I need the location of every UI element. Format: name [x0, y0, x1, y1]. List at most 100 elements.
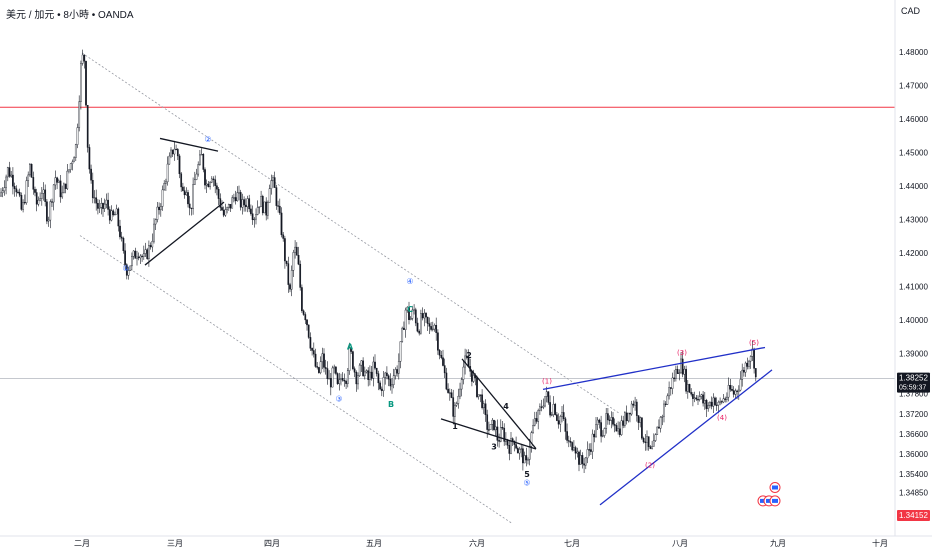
candle-body: [287, 263, 290, 285]
candle-body: [448, 392, 451, 394]
candle-body: [0, 192, 2, 197]
candle-body: [134, 250, 137, 259]
candle-body: [595, 424, 597, 438]
trend-line[interactable]: [144, 201, 225, 266]
event-flag-icon[interactable]: [769, 482, 781, 493]
candle-body: [382, 377, 385, 391]
candle-body: [307, 324, 310, 338]
candle-body: [341, 378, 344, 381]
candle-body: [584, 457, 587, 466]
y-tick-label: 1.44000: [899, 182, 928, 191]
candle-body: [698, 396, 701, 400]
candle-body: [639, 417, 642, 423]
candle-body: [617, 428, 619, 432]
candle-body: [732, 390, 735, 395]
candle-body: [695, 397, 698, 400]
candle-body: [110, 210, 113, 221]
candle-body: [217, 188, 220, 199]
x-tick-label: 五月: [366, 539, 382, 548]
candle-body: [13, 186, 16, 189]
candle-body: [93, 197, 96, 199]
candle-body: [216, 185, 218, 190]
candle-body: [183, 190, 186, 196]
candle-body: [678, 372, 681, 374]
candle-body: [158, 206, 160, 211]
wave-label: 5: [524, 470, 530, 479]
candle-body: [722, 398, 725, 403]
wave-label: ②: [204, 135, 211, 144]
candle-body: [612, 417, 614, 425]
candle-body: [647, 436, 650, 447]
channel-line[interactable]: [79, 235, 513, 524]
candle-body: [452, 397, 455, 417]
candle-body: [289, 284, 291, 290]
candle-body: [229, 204, 232, 209]
candle-body: [720, 401, 723, 403]
candle-body: [263, 201, 266, 214]
candle-body: [103, 203, 106, 209]
candle-body: [256, 207, 259, 215]
wave-label: ⑤: [523, 478, 530, 487]
candle-body: [3, 187, 6, 192]
y-tick-label: 1.37800: [899, 390, 928, 399]
candle-body: [329, 378, 332, 388]
price-badge-timer: 05:59:37: [899, 385, 926, 392]
candle-body: [90, 168, 92, 181]
candle-body: [353, 368, 356, 373]
candle-body: [571, 442, 574, 451]
candle-body: [316, 366, 319, 368]
candle-body: [83, 54, 86, 62]
candle-body: [22, 202, 24, 210]
candle-body: [333, 366, 336, 369]
candle-body: [219, 198, 222, 208]
candle-body: [324, 367, 327, 369]
event-flag-fill: [772, 498, 778, 503]
candle-body: [454, 404, 456, 417]
trend-line[interactable]: [542, 346, 766, 390]
candle-body: [389, 378, 392, 387]
price-badge-label: 1.34152: [899, 511, 928, 520]
candle-body: [40, 193, 43, 199]
candle-body: [290, 269, 293, 290]
candle-body: [406, 306, 409, 311]
candle-body: [148, 245, 150, 259]
candle-body: [107, 199, 109, 210]
trend-line[interactable]: [461, 358, 537, 450]
candle-body: [384, 372, 387, 378]
candle-body: [522, 448, 524, 464]
candle-body: [224, 209, 227, 216]
trend-line[interactable]: [599, 369, 773, 506]
candle-body: [399, 341, 402, 362]
candle-body: [295, 246, 298, 256]
candle-body: [700, 394, 703, 397]
candle-body: [685, 368, 687, 392]
candle-body: [702, 394, 704, 404]
candle-body: [651, 446, 653, 449]
trend-line[interactable]: [440, 418, 537, 450]
candle-body: [540, 406, 543, 408]
wave-label: ③: [335, 394, 342, 403]
candle-body: [539, 406, 541, 411]
trend-line[interactable]: [159, 137, 219, 152]
candle-body: [336, 373, 339, 385]
currency-label: CAD: [901, 6, 921, 16]
candle-body: [717, 401, 720, 406]
candle-body: [64, 183, 67, 189]
candle-body: [39, 198, 41, 201]
candle-body: [166, 163, 169, 183]
y-tick-label: 1.43000: [899, 216, 928, 225]
candle-body: [564, 418, 567, 432]
candle-body: [278, 205, 281, 214]
event-flag-icon[interactable]: [769, 495, 781, 507]
candle-body: [188, 203, 191, 209]
candle-body: [569, 441, 572, 443]
candle-body: [731, 389, 733, 391]
candle-body: [656, 426, 659, 435]
candle-body: [581, 455, 584, 464]
x-tick-label: 七月: [564, 539, 580, 548]
candle-body: [462, 366, 465, 380]
candle-body: [268, 188, 271, 203]
candle-body: [613, 424, 616, 426]
candle-body: [318, 367, 320, 373]
